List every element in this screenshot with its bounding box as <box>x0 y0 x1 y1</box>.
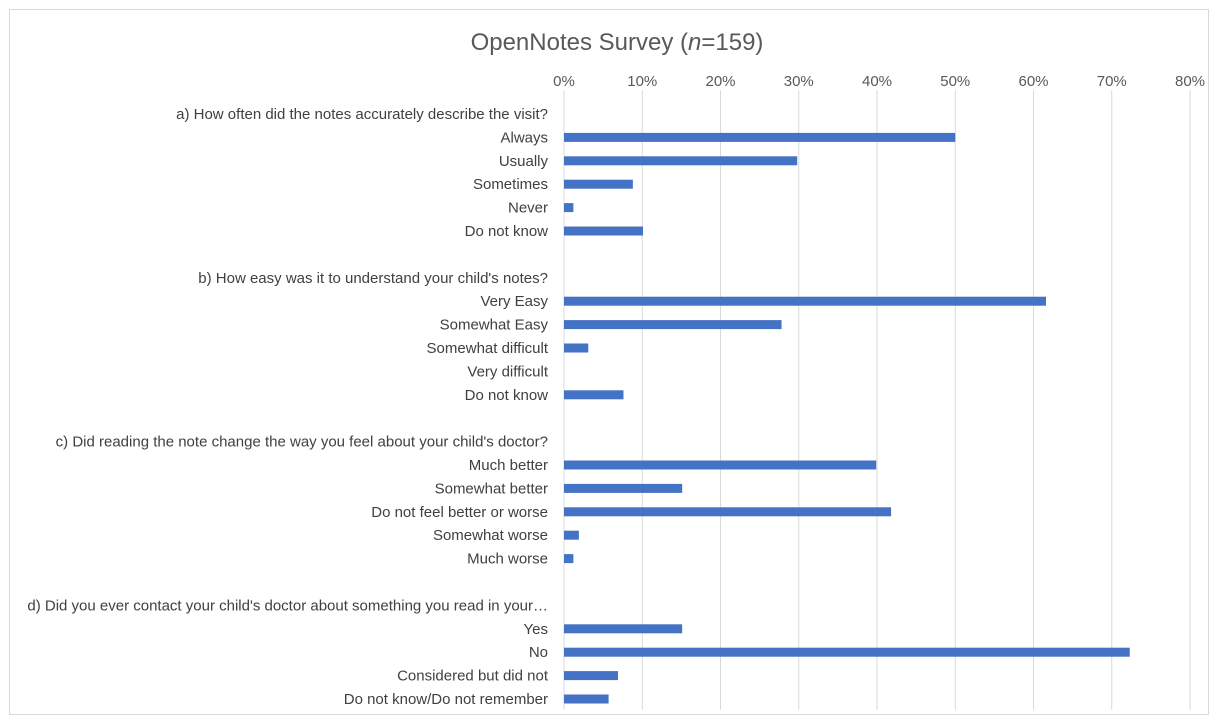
chart-frame: OpenNotes Survey (n=159) 0% 10% 20% 30% 40% 5… <box>9 9 1209 715</box>
bar <box>564 647 1130 657</box>
category-label: No <box>529 644 548 661</box>
x-tick-label: 80% <box>1175 73 1205 90</box>
bar <box>564 483 683 493</box>
question-label: d) Did you ever contact your child's doc… <box>27 597 548 614</box>
bar <box>564 156 798 166</box>
category-labels: a) How often did the notes accurately de… <box>27 106 548 708</box>
category-label: Much better <box>469 457 548 474</box>
bar <box>564 296 1047 306</box>
bar <box>564 624 683 634</box>
category-label: Yes <box>524 621 548 638</box>
bar-chart: OpenNotes Survey (n=159) 0% 10% 20% 30% 40% 5… <box>27 29 1205 710</box>
bar <box>564 530 579 540</box>
bar <box>564 132 956 142</box>
x-tick-label: 70% <box>1097 73 1127 90</box>
bar <box>564 554 574 564</box>
x-tick-label: 20% <box>705 73 735 90</box>
bar <box>564 390 624 400</box>
bar <box>564 671 618 681</box>
bar <box>564 179 633 189</box>
category-label: Somewhat difficult <box>427 340 549 357</box>
bar <box>564 203 574 213</box>
category-label: Do not know <box>465 223 549 240</box>
category-label: Usually <box>499 153 549 170</box>
question-label: a) How often did the notes accurately de… <box>176 106 548 123</box>
x-tick-label: 0% <box>553 73 575 90</box>
question-label: b) How easy was it to understand your ch… <box>198 270 548 287</box>
category-label: Somewhat better <box>435 480 548 497</box>
bar <box>564 507 892 517</box>
bars <box>564 132 1130 704</box>
bar <box>564 694 609 704</box>
category-label: Considered but did not <box>397 668 549 685</box>
category-label: Do not feel better or worse <box>371 504 548 521</box>
category-label: Sometimes <box>473 176 548 193</box>
x-tick-label: 30% <box>784 73 814 90</box>
bar <box>564 343 589 353</box>
category-label: Never <box>508 200 548 217</box>
category-label: Much worse <box>467 551 548 568</box>
bar <box>564 320 782 330</box>
category-label: Somewhat worse <box>433 527 548 544</box>
chart-title: OpenNotes Survey (n=159) <box>471 29 764 56</box>
category-label: Somewhat Easy <box>440 317 549 334</box>
category-label: Do not know/Do not remember <box>344 691 548 708</box>
category-label: Very Easy <box>480 293 548 310</box>
category-label: Always <box>500 129 548 146</box>
x-tick-label: 50% <box>940 73 970 90</box>
bar <box>564 226 644 236</box>
x-tick-label: 40% <box>862 73 892 90</box>
question-label: c) Did reading the note change the way y… <box>56 434 548 451</box>
category-label: Do not know <box>465 387 549 404</box>
x-tick-label: 10% <box>627 73 657 90</box>
gridlines <box>563 90 1191 710</box>
x-tick-label: 60% <box>1018 73 1048 90</box>
category-label: Very difficult <box>467 363 548 380</box>
x-axis-ticks: 0% 10% 20% 30% 40% 50% 60% 70% 80% <box>553 73 1205 90</box>
bar <box>564 460 877 470</box>
